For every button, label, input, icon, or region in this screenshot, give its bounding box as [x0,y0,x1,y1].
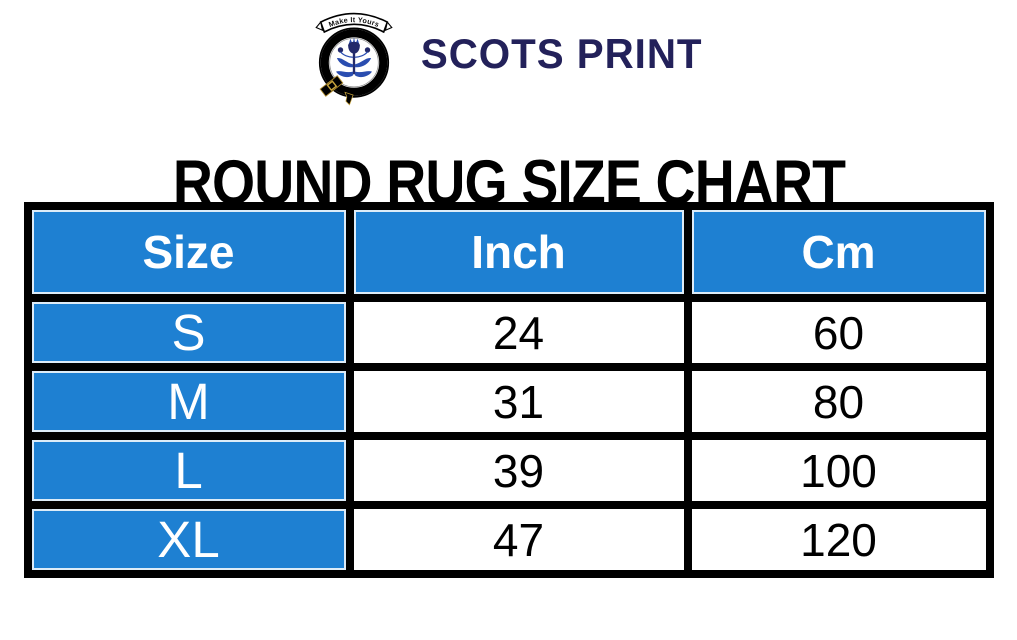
inch-value: 39 [345,432,692,509]
table-row: M 31 80 [23,363,994,440]
inch-value: 47 [345,501,692,578]
clan-crest-icon: Make It Yours [315,12,393,106]
brand-logo: Make It Yours SCOTS PRINT [0,0,1017,106]
size-label: S [23,294,354,371]
column-header-inch: Inch [345,202,692,302]
column-header-size: Size [23,202,354,302]
inch-value: 31 [345,363,692,440]
page-title: ROUND RUG SIZE CHART [172,148,845,219]
table-row: L 39 100 [23,432,994,509]
cm-value: 100 [683,432,994,509]
crest-banner-text: Make It Yours [327,15,380,29]
cm-value: 120 [683,501,994,578]
size-label: L [23,432,354,509]
table-row: XL 47 120 [23,501,994,578]
cm-value: 60 [683,294,994,371]
size-label: M [23,363,354,440]
header-row: Size Inch Cm [23,202,994,302]
svg-text:Make It Yours: Make It Yours [327,15,380,29]
size-label: XL [23,501,354,578]
table-row: S 24 60 [23,294,994,371]
column-header-cm: Cm [683,202,994,302]
size-chart-table: Size Inch Cm S 24 60 M 31 80 L 39 100 [23,202,994,578]
cm-value: 80 [683,363,994,440]
inch-value: 24 [345,294,692,371]
brand-name: SCOTS PRINT [420,30,703,77]
